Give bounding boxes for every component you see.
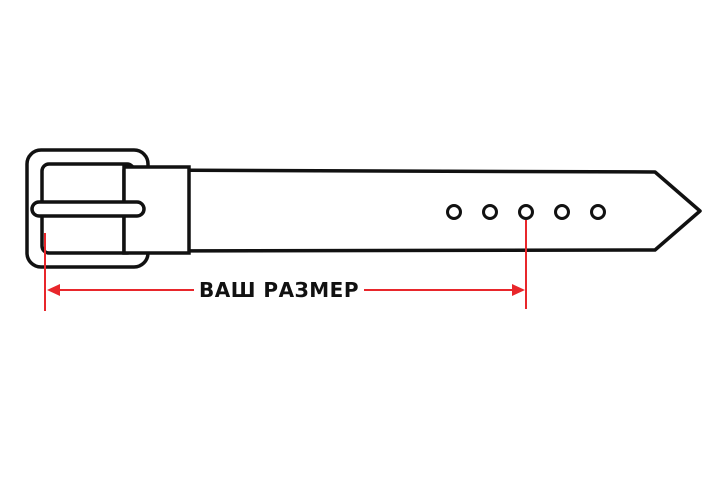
measure-label: ВАШ РАЗМЕР xyxy=(199,278,359,302)
belt-hole-measured xyxy=(518,204,534,220)
belt-hole xyxy=(482,204,498,220)
belt-hole xyxy=(590,204,606,220)
belt-hole xyxy=(446,204,462,220)
belt-hole xyxy=(554,204,570,220)
buckle-pin xyxy=(30,200,146,218)
belt-strap xyxy=(122,168,702,253)
belt-holes xyxy=(446,204,606,220)
measure-arrow-right-head xyxy=(512,284,525,296)
measure-arrow-left-head xyxy=(47,284,60,296)
